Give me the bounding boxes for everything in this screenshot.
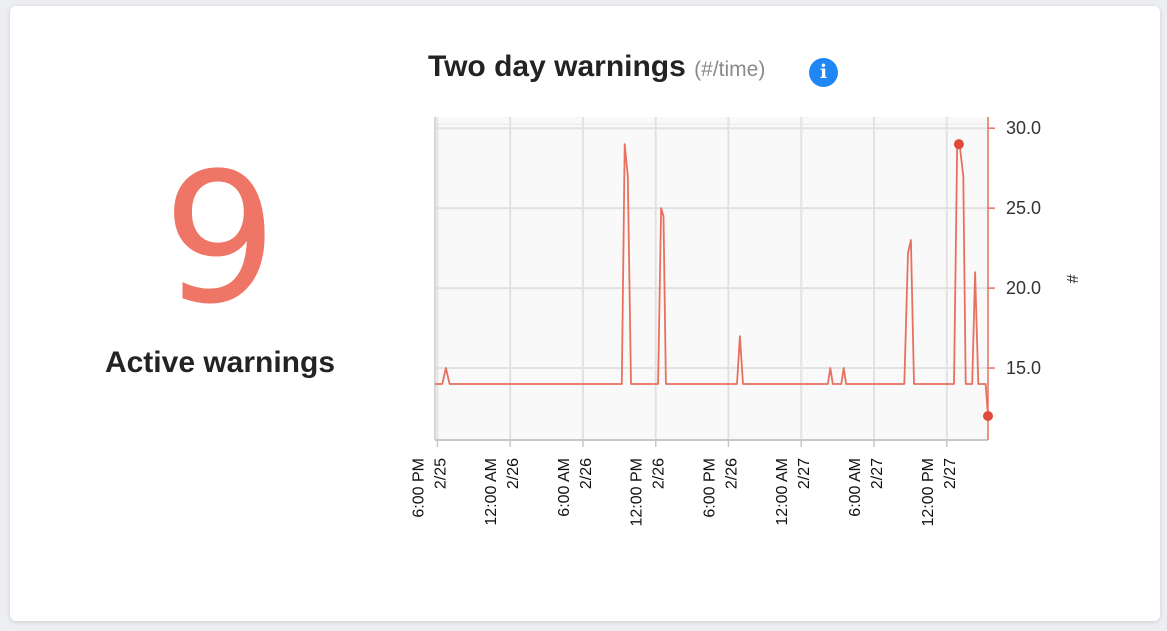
x-tick-label-line: 6:00 AM — [847, 458, 864, 517]
x-tick-label-line: 2/27 — [796, 458, 813, 489]
data-point-marker — [953, 139, 964, 150]
data-point-marker — [983, 411, 993, 422]
x-tick-label-line: 2/27 — [942, 458, 959, 489]
x-tick-label-line: 2/26 — [505, 458, 522, 489]
x-tick-label: 2/27 12:00 AM — [774, 458, 813, 526]
chart-series — [435, 139, 993, 422]
x-tick-label-line: 2/26 — [578, 458, 595, 489]
x-tick-label: 2/26 12:00 AM — [483, 458, 522, 526]
active-warnings-label: Active warnings — [104, 346, 336, 379]
y-tick-label: 25.0 — [1006, 198, 1041, 218]
x-tick-label-line: 2/26 — [651, 458, 668, 489]
y-axis-label: # — [1063, 275, 1080, 284]
x-tick-label: 2/26 12:00 PM — [629, 458, 668, 527]
x-tick-label-line: 6:00 PM — [410, 458, 427, 518]
y-tick-label: 20.0 — [1006, 278, 1041, 298]
chart-grid — [435, 117, 988, 440]
x-tick-label-line: 12:00 AM — [483, 458, 500, 526]
x-tick-label-line: 12:00 PM — [629, 458, 646, 526]
x-tick-label-line: 2/27 — [869, 458, 886, 489]
x-tick-label: 2/27 12:00 PM — [920, 458, 959, 527]
y-tick-label: 30.0 — [1006, 118, 1041, 138]
x-tick-label: 2/25 6:00 PM — [410, 458, 449, 518]
chart-axes — [434, 117, 995, 447]
x-tick-label-line: 2/25 — [432, 458, 449, 489]
x-tick-label: 2/27 6:00 AM — [847, 458, 886, 517]
x-tick-label-line: 6:00 PM — [701, 458, 718, 518]
x-tick-label: 2/26 6:00 PM — [701, 458, 740, 518]
plot-background — [435, 117, 988, 440]
chart-title-text: Two day warnings — [428, 50, 686, 83]
x-tick-label-line: 2/26 — [723, 458, 740, 489]
x-tick-label-line: 12:00 PM — [920, 458, 937, 526]
y-tick-label: 15.0 — [1006, 358, 1041, 378]
chart-subtitle: (#/time) — [694, 58, 766, 81]
active-warnings-count: 9 — [162, 135, 278, 344]
series-line — [435, 143, 989, 417]
x-tick-label-line: 12:00 AM — [774, 458, 791, 526]
info-icon[interactable]: i — [809, 58, 838, 87]
x-tick-label-line: 6:00 AM — [556, 458, 573, 517]
chart-title: Two day warnings (#/time) — [428, 50, 765, 84]
chart-labels: 15.020.025.030.02/256:00 PM 2/2612:00 AM 2… — [410, 118, 1080, 526]
x-tick-label: 2/26 6:00 AM — [556, 458, 595, 517]
